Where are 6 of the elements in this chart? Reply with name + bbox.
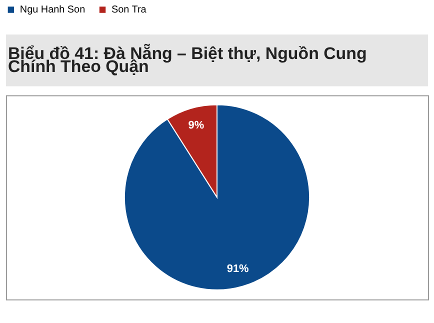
data-label: 9% bbox=[188, 120, 204, 132]
text: Biểu đồ 41: Đà Nẵng – Biệt thự, Nguồn Cung Chính Theo Quận bbox=[8, 42, 367, 76]
legend-label: Son Tra bbox=[111, 4, 147, 16]
pie-slice bbox=[124, 104, 310, 290]
legend-label: Ngu Hanh Son bbox=[20, 4, 86, 16]
data-label: 91% bbox=[226, 262, 250, 275]
